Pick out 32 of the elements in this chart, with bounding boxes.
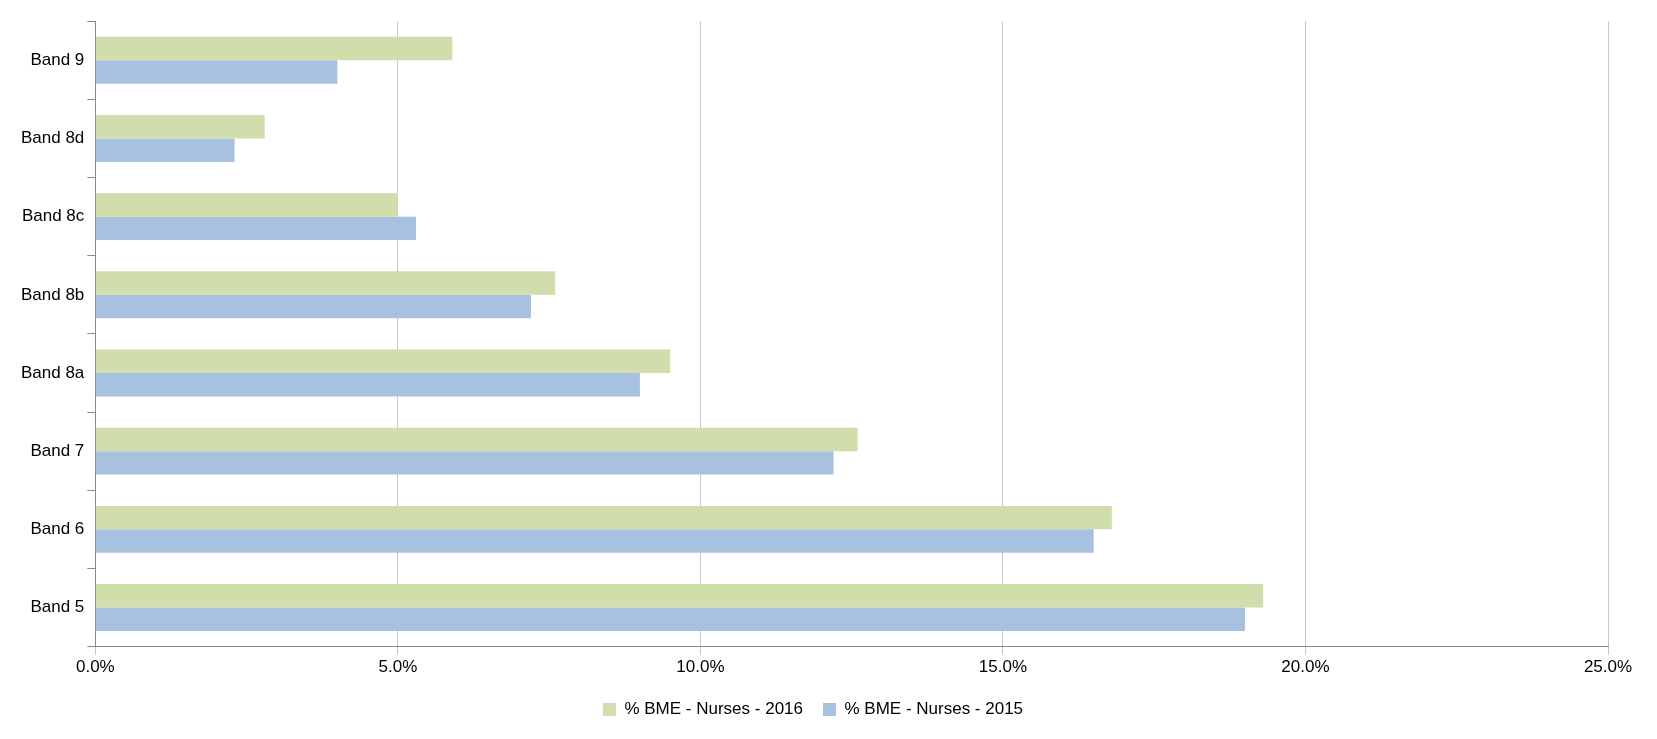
bar [95, 216, 417, 241]
bar [95, 294, 531, 319]
y-tick-label: Band 7 [30, 440, 85, 460]
bar [95, 60, 338, 84]
y-tick-label: Band 8d [20, 128, 85, 148]
x-tick-label: 15.0% [978, 657, 1028, 677]
bar [95, 372, 640, 397]
y-tick-label: Band 6 [30, 519, 85, 539]
x-tick-label: 10.0% [676, 657, 725, 677]
y-tick-label: Band 8b [20, 284, 85, 304]
bar [95, 193, 398, 217]
bar [95, 451, 834, 475]
bar [95, 138, 235, 162]
legend-label: % BME - Nurses - 2015 [844, 699, 1024, 719]
y-tick-label: Band 8a [20, 362, 85, 382]
bar [95, 505, 1112, 530]
bar [95, 529, 1094, 553]
bar [95, 607, 1245, 631]
legend-label: % BME - Nurses - 2016 [624, 699, 803, 719]
bar [95, 427, 858, 452]
x-tick-label: 0.0% [75, 657, 115, 677]
x-tick-label: 20.0% [1281, 657, 1330, 677]
bar [95, 349, 671, 373]
bar [95, 36, 453, 61]
bar [95, 115, 265, 139]
bar [95, 584, 1264, 608]
bar [95, 271, 556, 295]
y-tick-label: Band 8c [21, 206, 85, 226]
x-tick-label: 25.0% [1583, 657, 1633, 677]
y-tick-label: Band 5 [30, 597, 85, 617]
y-tick-label: Band 9 [30, 49, 85, 69]
x-tick-label: 5.0% [378, 657, 418, 677]
